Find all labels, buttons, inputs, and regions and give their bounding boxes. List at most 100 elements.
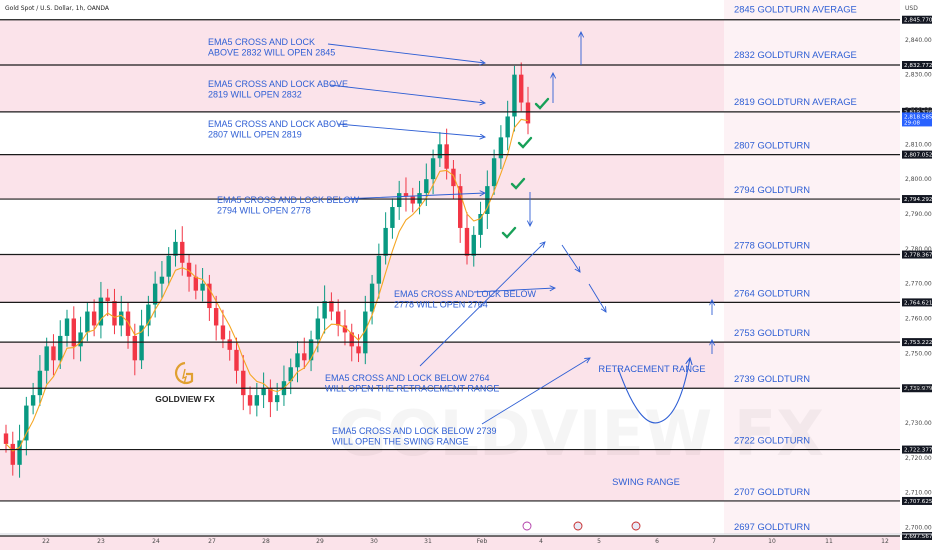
levels-layer: 2845 GOLDTURN AVERAGE 2,845.770 2832 GOLDT… (0, 4, 932, 540)
candle-body (424, 179, 429, 194)
annotation-text: EMA5 CROSS AND LOCK BELOW 2739 (332, 426, 497, 436)
annotation-text: EMA5 CROSS AND LOCK (208, 37, 315, 47)
price-tag: 2,832.772 (902, 61, 932, 69)
price-tag-text: 2,807.052 (904, 153, 932, 159)
current-price-bg (902, 112, 932, 127)
candle-body (383, 227, 388, 256)
price-tag-text: 2,697.567 (904, 534, 932, 540)
candle-body (485, 186, 490, 214)
price-tag-text: 2,722.377 (904, 448, 932, 454)
candle-body (132, 335, 138, 361)
candle-body (342, 325, 348, 333)
candle-body (105, 297, 110, 302)
annotation-text: EMA5 CROSS AND LOCK ABOVE (208, 79, 348, 89)
candle-body (308, 339, 314, 361)
candle-body (173, 241, 178, 256)
countdown-text: 29:08 (904, 120, 921, 126)
x-tick-label: 10 (768, 538, 776, 545)
candle-body (363, 311, 368, 354)
candle-body (227, 339, 232, 350)
y-tick-label: 2,750.000 (905, 350, 932, 357)
x-tick-label: 12 (881, 538, 889, 545)
us-flag-icon[interactable] (631, 521, 641, 531)
annotation-arrow (473, 288, 555, 293)
price-tag-bg (902, 250, 932, 259)
candle-body (417, 193, 422, 204)
annotation-arrow (341, 193, 485, 200)
candle-body (37, 370, 43, 396)
level-label: 2819 GOLDTURN AVERAGE (734, 96, 857, 107)
annotation-arrow (337, 123, 485, 137)
candle-body (64, 318, 70, 336)
annotation-text: WILL OPEN THE SWING RANGE (332, 437, 469, 447)
y-tick-label: 2,710.000 (905, 490, 932, 497)
x-tick-label: 6 (655, 538, 659, 545)
candle-body (396, 193, 402, 208)
candle-body (369, 283, 375, 312)
price-tag-bg (902, 338, 932, 347)
candle-body (91, 311, 97, 326)
level-label: 2722 GOLDTURN (734, 435, 810, 446)
x-tick-label: 29 (316, 538, 324, 545)
candle-body (329, 301, 334, 312)
logo-brand: GOLDVIEW FX (155, 394, 215, 404)
candle-body (302, 353, 307, 361)
candle-body (498, 137, 504, 159)
candle-body (152, 283, 158, 305)
candle-body (200, 283, 205, 291)
goldview-logo (175, 361, 194, 385)
candle-body (458, 186, 463, 228)
x-tick-label: 5 (597, 538, 601, 545)
x-tick-label: 7 (712, 538, 716, 545)
price-tag-bg (902, 445, 932, 454)
annotation-text: EMA5 CROSS AND LOCK BELOW (394, 289, 537, 299)
price-tag-text: 2,707.625 (904, 499, 932, 505)
price-tag-bg (902, 107, 932, 116)
candle-body (166, 255, 171, 277)
candle-body (505, 116, 510, 138)
candle-body (268, 388, 273, 403)
candle-body (30, 395, 36, 406)
annotation-text: 2807 WILL OPEN 2819 (208, 130, 302, 140)
level-label: 2794 GOLDTURN (734, 184, 810, 195)
candle-body (349, 332, 354, 347)
x-tick-label: 31 (424, 538, 432, 545)
x-tick-label: Feb (477, 538, 488, 545)
event-icon[interactable] (522, 521, 532, 531)
price-tag: 2,722.377 (902, 445, 932, 454)
candle-body (241, 370, 246, 396)
annotation-arrow (329, 84, 485, 103)
candle-body (247, 395, 253, 406)
annotation-arrow (419, 242, 545, 367)
swing-arc-arrow (617, 358, 690, 424)
check-icon (510, 177, 526, 190)
annotations-layer: RETRACEMENT RANGE SWING RANGE STRUCTURE SU… (208, 32, 712, 550)
logo-g-icon (175, 361, 194, 384)
x-tick-label: 30 (370, 538, 378, 545)
candle-body (261, 388, 266, 396)
level-label: 2764 GOLDTURN (734, 287, 810, 298)
y-tick-label: 2,780.000 (905, 246, 932, 253)
candle-body (24, 405, 29, 441)
candle-body (213, 308, 219, 326)
candle-body (159, 276, 165, 284)
range-label: STRUCTURE SUPPORT (599, 548, 705, 550)
range-label: SWING RANGE (612, 476, 680, 487)
candle-body (180, 241, 185, 263)
us-flag-icon[interactable] (573, 521, 583, 531)
y-tick-label: 2,700.000 (905, 525, 932, 532)
price-tag: 2,845.770 (902, 15, 932, 24)
candle-body (356, 346, 361, 354)
y-tick-label: 2,770.000 (905, 281, 932, 288)
price-tag: 2,697.567 (902, 531, 932, 540)
price-tag-bg (902, 496, 932, 505)
y-tick-label: 2,790.000 (905, 211, 932, 218)
candle-body (125, 311, 131, 336)
candle-body (403, 193, 409, 197)
candle-body (139, 325, 144, 361)
symbol-title: Gold Spot / U.S. Dollar, 1h, OANDA (5, 5, 110, 12)
x-tick-label: 11 (825, 538, 833, 545)
candle-body (464, 227, 470, 256)
candle-body (186, 262, 192, 277)
